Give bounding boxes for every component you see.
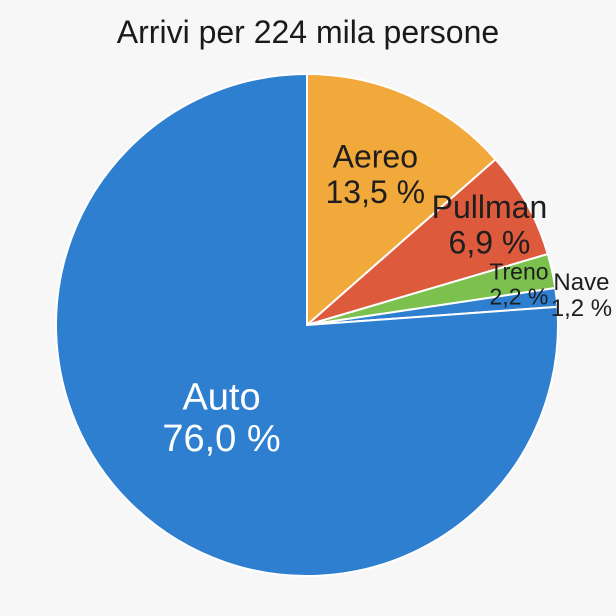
slice-label-treno: Treno [489, 258, 548, 284]
pie-slice-pullman [306, 157, 550, 326]
slice-value-aereo: 13,5 % [325, 174, 425, 210]
slice-label-pullman: Pullman [432, 189, 548, 225]
slice-label-auto: Auto [182, 376, 260, 418]
slice-label-nave: Nave [553, 269, 609, 296]
pie-slice-aereo [306, 72, 497, 328]
slice-value-pullman: 6,9 % [449, 224, 531, 260]
slice-value-nave: 1,2 % [551, 295, 612, 322]
slice-value-treno: 2,2 % [490, 284, 549, 310]
chart-title: Arrivi per 224 mila persone [116, 14, 500, 50]
pie-slice-auto [55, 72, 559, 577]
slice-value-auto: 76,0 % [162, 418, 280, 460]
slice-label-aereo: Aereo [333, 139, 418, 175]
